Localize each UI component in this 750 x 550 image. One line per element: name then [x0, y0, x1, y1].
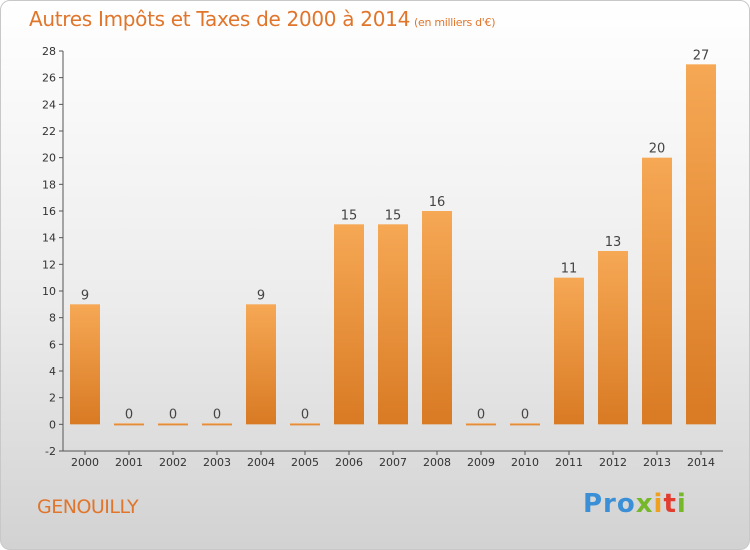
commune-name: GENOUILLY: [37, 496, 139, 518]
x-tick-label: 2011: [555, 456, 583, 469]
x-tick-label: 2002: [159, 456, 187, 469]
bar-value-label: 0: [301, 407, 309, 422]
bar-value-label: 16: [429, 195, 446, 210]
bar-value-label: 11: [561, 262, 578, 277]
bar-value-label: 0: [169, 407, 177, 422]
bar: [158, 423, 188, 426]
bar: [554, 277, 584, 425]
bar: [642, 157, 672, 425]
y-tick-label: 24: [42, 98, 56, 111]
x-tick-label: 2014: [687, 456, 715, 469]
bar: [202, 423, 232, 426]
y-tick-label: 26: [42, 72, 56, 85]
bar-value-label: 0: [213, 407, 221, 422]
chart-subtitle: (en milliers d'€): [414, 16, 496, 29]
chart-title: Autres Impôts et Taxes de 2000 à 2014 (en…: [29, 7, 495, 31]
y-tick-label: 0: [49, 418, 56, 431]
x-tick-label: 2009: [467, 456, 495, 469]
bar-value-label: 27: [693, 48, 710, 63]
x-tick-label: 2004: [247, 456, 275, 469]
x-tick-label: 2010: [511, 456, 539, 469]
bar-value-label: 15: [385, 208, 402, 223]
bar-value-label: 9: [81, 288, 89, 303]
bar: [70, 304, 100, 425]
bar: [466, 423, 496, 426]
bar: [378, 224, 408, 425]
x-tick-label: 2006: [335, 456, 363, 469]
bar-value-label: 9: [257, 288, 265, 303]
chart-title-text: Autres Impôts et Taxes de 2000 à 2014: [29, 7, 410, 31]
x-tick-label: 2000: [71, 456, 99, 469]
bar-value-label: 20: [649, 142, 666, 157]
x-tick-label: 2013: [643, 456, 671, 469]
bar: [334, 224, 364, 425]
bar: [246, 304, 276, 425]
proxiti-logo: Proxiti: [583, 489, 687, 519]
bar: [114, 423, 144, 426]
y-tick-label: 6: [49, 338, 56, 351]
y-tick-label: 8: [49, 312, 56, 325]
bar-value-label: 0: [125, 407, 133, 422]
y-tick-label: 16: [42, 205, 56, 218]
x-tick-label: 2003: [203, 456, 231, 469]
bar: [686, 64, 716, 425]
y-tick-label: 4: [49, 365, 56, 378]
bar-value-label: 13: [605, 235, 622, 250]
bars: [70, 64, 716, 426]
y-tick-label: 28: [42, 45, 56, 58]
y-tick-label: 18: [42, 178, 56, 191]
y-tick-label: 22: [42, 125, 56, 138]
x-tick-label: 2001: [115, 456, 143, 469]
bar: [510, 423, 540, 426]
value-labels: 9 0 0 0 9 0 15 15 16 0 0 11 13 20 27: [81, 48, 709, 422]
y-tick-label: -2: [45, 445, 56, 458]
y-tick-label: 14: [42, 232, 56, 245]
x-tick-label: 2012: [599, 456, 627, 469]
y-tick-label: 20: [42, 152, 56, 165]
y-tick-label: 2: [49, 392, 56, 405]
bar-value-label: 15: [341, 208, 358, 223]
bar-value-label: 0: [521, 407, 529, 422]
bar: [290, 423, 320, 426]
bar: [422, 211, 452, 425]
bar-value-label: 0: [477, 407, 485, 422]
x-tick-label: 2005: [291, 456, 319, 469]
bar: [598, 251, 628, 425]
x-tick-label: 2008: [423, 456, 451, 469]
y-tick-label: 10: [42, 285, 56, 298]
x-tick-label: 2007: [379, 456, 407, 469]
y-tick-label: 12: [42, 258, 56, 271]
